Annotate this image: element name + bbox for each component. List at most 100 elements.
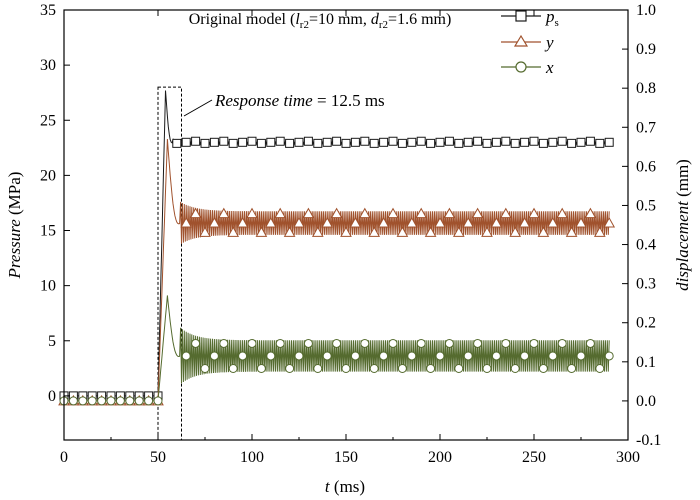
marker-triangle [199,226,211,237]
y-right-tick-label: 0.7 [636,119,656,136]
marker-triangle [509,226,522,237]
marker-triangle [603,217,616,228]
svg-text:y: y [544,33,554,52]
marker-circle [529,338,539,348]
marker-triangle [556,207,569,219]
marker-circle [144,396,154,406]
marker-triangle [452,226,465,237]
marker-circle [275,338,285,348]
marker-circle [322,351,332,361]
marker-triangle [264,217,277,228]
marker-triangle [189,207,202,219]
x-tick-label: 100 [240,449,264,466]
marker-triangle [490,217,503,228]
x-tick-label: 250 [522,449,546,466]
y-left-tick-label: 5 [48,333,56,350]
y-left-tick-label: 35 [40,2,56,19]
marker-square [294,137,304,147]
marker-circle [181,351,191,361]
y-left-tick-label: 30 [40,57,56,74]
marker-triangle [227,226,240,237]
marker-circle [332,338,342,348]
marker-square [501,136,511,146]
y-right-tick-label: 0.2 [636,315,656,332]
marker-circle [482,363,492,373]
svg-text:x: x [545,58,554,77]
marker-triangle [283,226,296,237]
marker-triangle [311,226,324,237]
marker-square [266,137,276,147]
y-right-tick-label: 0.6 [636,158,656,175]
marker-square [491,137,501,147]
chart-title: Original model (lr2=10 mm, dr2=1.6 mm) [189,11,452,31]
svg-text:ps: ps [545,7,559,29]
legend-triangle-marker [513,34,529,47]
y-right-tick-label: 0.3 [636,276,656,293]
marker-triangle [274,207,287,219]
marker-circle [209,351,219,361]
marker-circle [388,338,398,348]
marker-triangle [246,207,258,219]
marker-square [416,136,426,146]
marker-circle [115,396,125,406]
y-axis-left-title: Pressure (MPa) [5,172,24,280]
marker-circle [604,351,614,361]
marker-circle [520,351,530,361]
marker-triangle [396,226,409,237]
x-tick-label: 50 [150,449,166,466]
marker-triangle [499,207,512,219]
response-time-box [157,86,182,441]
marker-triangle [405,217,418,228]
marker-circle [228,363,238,373]
marker-circle [548,351,558,361]
marker-circle [444,338,454,348]
marker-square [238,137,248,147]
marker-square [200,138,210,148]
marker-square [585,136,595,146]
marker-square [303,136,313,146]
y-right-tick-label: 0.0 [636,393,656,410]
marker-circle [585,338,595,348]
legend: ps y x [501,7,559,77]
marker-square [360,136,370,146]
marker-circle [501,338,511,348]
marker-square [397,138,407,148]
annotation-pointer [183,99,213,117]
marker-circle [87,396,97,406]
legend-circle-marker [515,61,527,73]
marker-square [285,138,295,148]
marker-triangle [481,226,493,237]
y-left-tick-label: 20 [40,167,56,184]
marker-square [341,138,351,148]
y-right-tick-label: 0.1 [636,354,656,371]
legend-item-ps: ps [501,7,559,29]
marker-triangle [358,207,371,219]
marker-square [332,136,342,146]
marker-circle [397,363,407,373]
marker-triangle [368,226,381,237]
marker-square [313,138,323,148]
plot-frame [63,9,629,441]
marker-square [576,137,586,147]
y-right-tick-label: 0.5 [636,197,656,214]
marker-circle [134,396,144,406]
marker-triangle [575,217,587,228]
marker-triangle [208,217,221,228]
marker-square [228,138,238,148]
marker-triangle [387,207,399,219]
legend-item-y: y [501,33,554,52]
marker-square [275,136,285,146]
marker-square [482,138,492,148]
marker-triangle [349,217,362,228]
marker-circle [473,338,483,348]
marker-triangle [415,207,428,219]
marker-triangle [518,217,531,228]
marker-square [379,137,389,147]
marker-circle [191,338,201,348]
marker-circle [97,396,107,406]
y-axis-right-title: displacement (mm) [673,159,692,291]
marker-triangle [471,207,484,219]
legend-square-marker [515,10,527,22]
marker-circle [557,338,567,348]
